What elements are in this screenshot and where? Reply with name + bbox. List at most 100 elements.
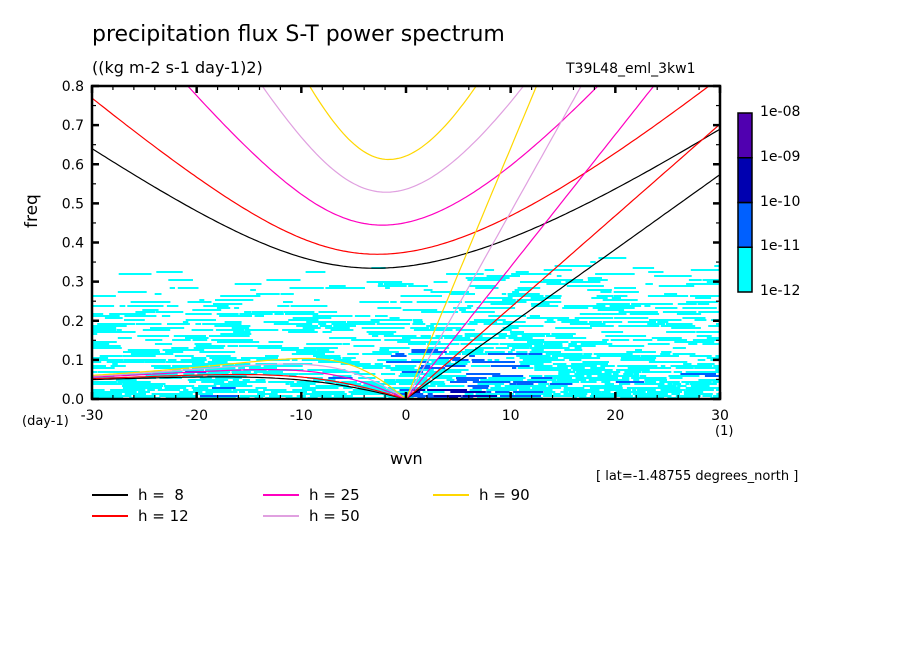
chart-units: ((kg m-2 s-1 day-1)2) xyxy=(92,58,263,77)
power-cell xyxy=(220,333,252,335)
latitude-annotation: [ lat=-1.48755 degrees_north ] xyxy=(596,469,799,484)
y-tick-label: 0.1 xyxy=(62,353,84,369)
power-cell xyxy=(251,311,284,313)
power-cell xyxy=(632,393,668,395)
power-cell xyxy=(648,271,664,273)
power-cell xyxy=(354,373,376,375)
power-cell xyxy=(464,393,474,395)
power-cell xyxy=(587,279,608,281)
power-cell xyxy=(377,359,407,361)
power-cell xyxy=(303,347,338,349)
colorbar-segment xyxy=(737,246,753,293)
power-cell xyxy=(117,291,147,293)
power-cell xyxy=(342,343,350,345)
power-cell xyxy=(546,335,573,337)
power-cell xyxy=(151,393,193,395)
power-cell xyxy=(444,353,461,355)
power-cell xyxy=(513,391,544,393)
power-cell xyxy=(595,273,635,275)
power-cell xyxy=(174,355,194,357)
power-cell xyxy=(427,389,467,391)
power-cell xyxy=(487,353,528,355)
power-cell xyxy=(390,369,425,371)
power-cell xyxy=(362,353,392,355)
power-cell xyxy=(490,387,531,389)
power-cell xyxy=(685,383,690,385)
power-cell xyxy=(450,391,486,393)
x-tick-label: 20 xyxy=(606,408,624,424)
power-cell xyxy=(582,361,609,363)
power-cell xyxy=(682,317,706,319)
power-cell xyxy=(669,377,683,379)
power-cell xyxy=(657,339,687,341)
power-cell xyxy=(395,365,417,367)
power-cell xyxy=(117,381,151,383)
power-cell xyxy=(549,383,573,385)
y-tick-label: 0.0 xyxy=(62,392,84,408)
y-tick-label: 0.4 xyxy=(62,236,84,252)
power-cell xyxy=(185,337,209,339)
power-cell xyxy=(510,349,515,351)
power-cell xyxy=(93,389,105,391)
power-cell xyxy=(199,377,212,379)
power-cell xyxy=(601,381,611,383)
power-cell xyxy=(495,391,510,393)
power-cell xyxy=(517,287,541,289)
power-cell xyxy=(427,393,433,395)
power-cell xyxy=(587,289,612,291)
power-cell xyxy=(122,385,163,387)
power-cell xyxy=(551,355,592,357)
power-cell xyxy=(469,355,475,357)
power-cell xyxy=(238,345,283,347)
power-cell xyxy=(156,271,183,273)
power-cell xyxy=(322,371,360,373)
x-tick-label: 30 xyxy=(711,408,729,424)
power-cell xyxy=(191,363,234,365)
power-cell xyxy=(531,349,544,351)
power-cell xyxy=(603,389,632,391)
power-cell xyxy=(187,379,229,381)
power-cell xyxy=(448,301,462,303)
power-cell xyxy=(93,295,116,297)
power-cell xyxy=(161,315,171,317)
power-cell xyxy=(647,295,689,297)
power-cell xyxy=(122,387,162,389)
legend-item: h = 25 xyxy=(263,486,360,504)
power-cell xyxy=(455,329,475,331)
power-cell xyxy=(93,347,122,349)
y-tick-label: 0.2 xyxy=(62,314,84,330)
inertia-gravity-curve xyxy=(261,86,525,193)
power-cell xyxy=(199,299,205,301)
rossby-wave-curve xyxy=(92,357,407,399)
power-cell xyxy=(390,355,407,357)
power-cell xyxy=(611,297,621,299)
power-cell xyxy=(430,383,446,385)
power-cell xyxy=(402,309,438,311)
power-cell xyxy=(675,395,701,397)
power-cell xyxy=(554,265,592,267)
power-cell xyxy=(708,325,719,327)
power-cell xyxy=(305,271,326,273)
power-cell xyxy=(618,311,658,313)
power-cell xyxy=(319,325,333,327)
power-cell xyxy=(495,347,509,349)
power-cell xyxy=(93,395,132,397)
power-cell xyxy=(562,307,589,309)
colorbar-label: 1e-10 xyxy=(760,193,801,210)
power-cell xyxy=(292,389,316,391)
power-cell xyxy=(145,339,163,341)
power-cell xyxy=(325,327,350,329)
power-cell xyxy=(563,387,585,389)
power-cell xyxy=(513,381,547,383)
power-cell xyxy=(543,343,563,345)
power-cell xyxy=(199,395,239,397)
power-cell xyxy=(348,391,380,393)
power-cell xyxy=(209,335,250,337)
power-cell xyxy=(370,319,413,321)
power-cell xyxy=(580,343,613,345)
power-cell xyxy=(233,331,251,333)
inertia-gravity-curve xyxy=(187,86,599,226)
power-cell xyxy=(385,367,415,369)
power-cell xyxy=(556,275,562,277)
power-cell xyxy=(135,311,156,313)
